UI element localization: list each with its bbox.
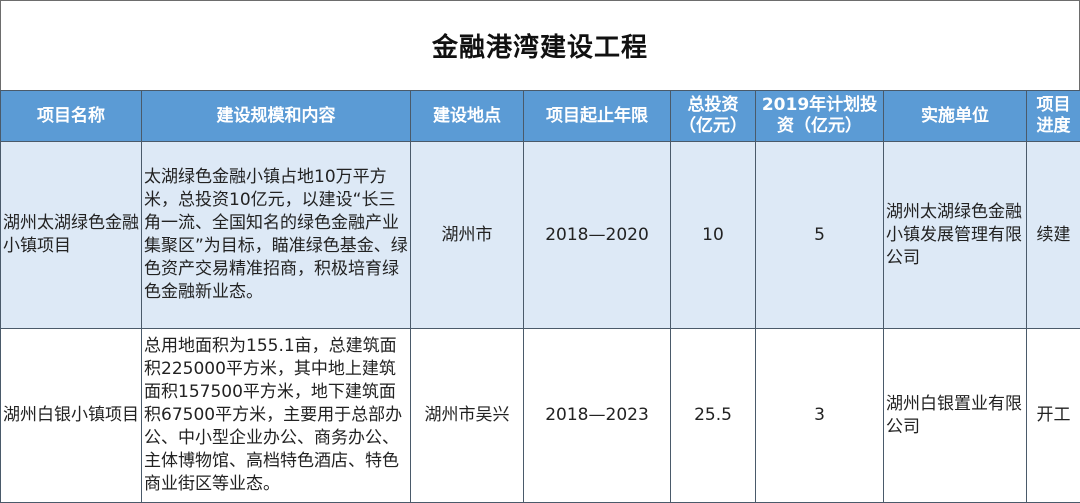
header-row: 项目名称 建设规模和内容 建设地点 项目起止年限 总投资（亿元） 2019年计划… — [1, 91, 1080, 142]
col-header-total-investment: 总投资（亿元） — [671, 91, 756, 142]
project-table: 项目名称 建设规模和内容 建设地点 项目起止年限 总投资（亿元） 2019年计划… — [0, 90, 1080, 503]
cell-plan-2019: 5 — [756, 142, 884, 329]
cell-total-investment: 10 — [671, 142, 756, 329]
col-header-progress: 项目进度 — [1027, 91, 1080, 142]
table-row: 湖州太湖绿色金融小镇项目 太湖绿色金融小镇占地10万平方米，总投资10亿元，以建… — [1, 142, 1080, 329]
cell-total-investment: 25.5 — [671, 329, 756, 503]
cell-content: 太湖绿色金融小镇占地10万平方米，总投资10亿元，以建设“长三角一流、全国知名的… — [142, 142, 411, 329]
table-title: 金融港湾建设工程 — [432, 27, 648, 64]
cell-unit: 湖州白银置业有限公司 — [884, 329, 1027, 503]
cell-content: 总用地面积为155.1亩，总建筑面积225000平方米，其中地上建筑面积1575… — [142, 329, 411, 503]
cell-name: 湖州白银小镇项目 — [1, 329, 142, 503]
table-row: 湖州白银小镇项目 总用地面积为155.1亩，总建筑面积225000平方米，其中地… — [1, 329, 1080, 503]
col-header-content: 建设规模和内容 — [142, 91, 411, 142]
cell-location: 湖州市 — [411, 142, 524, 329]
cell-period: 2018—2020 — [524, 142, 671, 329]
cell-location: 湖州市吴兴 — [411, 329, 524, 503]
cell-period: 2018—2023 — [524, 329, 671, 503]
col-header-unit: 实施单位 — [884, 91, 1027, 142]
cell-unit: 湖州太湖绿色金融小镇发展管理有限公司 — [884, 142, 1027, 329]
col-header-period: 项目起止年限 — [524, 91, 671, 142]
cell-plan-2019: 3 — [756, 329, 884, 503]
cell-name: 湖州太湖绿色金融小镇项目 — [1, 142, 142, 329]
col-header-plan-2019: 2019年计划投资（亿元） — [756, 91, 884, 142]
col-header-location: 建设地点 — [411, 91, 524, 142]
col-header-name: 项目名称 — [1, 91, 142, 142]
cell-progress: 续建 — [1027, 142, 1080, 329]
cell-progress: 开工 — [1027, 329, 1080, 503]
table-title-bar: 金融港湾建设工程 — [0, 0, 1080, 90]
